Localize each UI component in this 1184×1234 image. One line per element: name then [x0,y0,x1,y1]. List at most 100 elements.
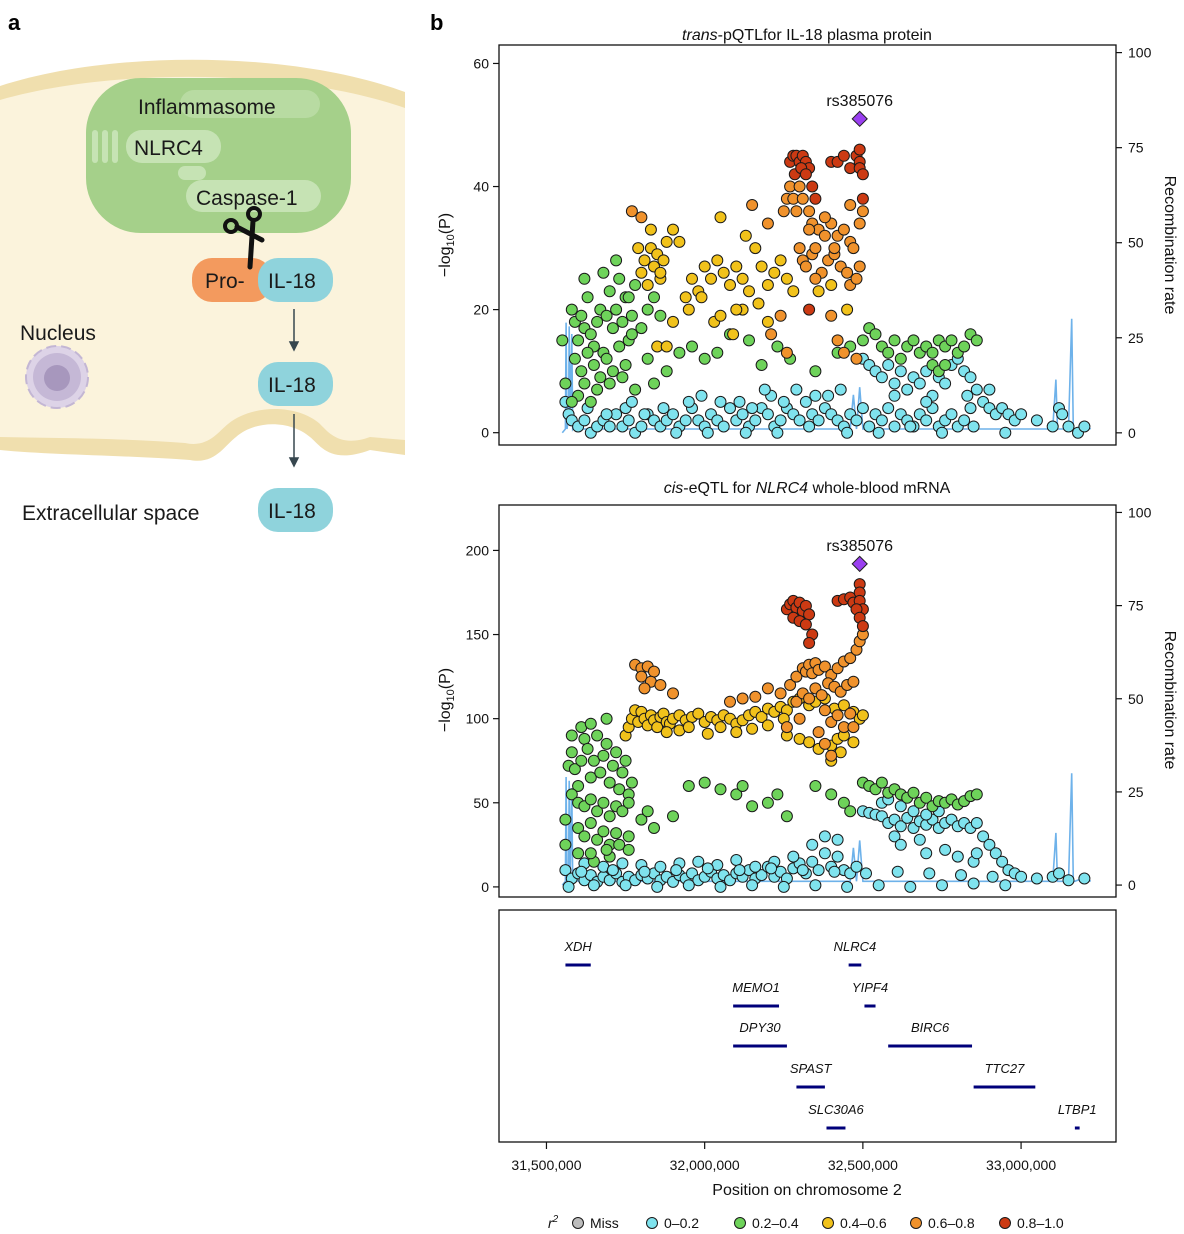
data-point [825,309,838,322]
data-point [796,864,809,877]
data-point [809,272,822,285]
data-point [856,709,869,722]
data-point [1030,414,1043,427]
data-point [733,395,746,408]
data-point [701,727,714,740]
data-point [572,847,585,860]
data-point [591,315,604,328]
data-point [603,377,616,390]
data-point [970,334,983,347]
data-point [837,223,850,236]
panel-a-letter: a [8,10,21,35]
data-point [597,266,610,279]
data-point [600,309,613,322]
gene-label: LTBP1 [1058,1102,1097,1117]
data-point [768,266,781,279]
data-point [625,309,638,322]
data-point [752,297,765,310]
data-point [803,637,816,649]
data-point [967,420,980,433]
top-lead-snp-marker [851,110,868,128]
top-y-axis: 0 20 40 60 [473,55,499,441]
y2-tick-label: 75 [1128,598,1144,614]
data-point [600,737,613,750]
nlrc4-domain [126,130,221,163]
data-point [629,383,642,396]
data-point [989,847,1002,860]
data-point [743,285,755,298]
data-point [907,786,920,799]
data-point [847,242,860,255]
il18-bound-label: IL-18 [268,270,316,293]
data-point [856,205,869,218]
data-point [739,229,752,242]
data-point [625,328,638,341]
legend-marker [999,1217,1011,1229]
data-point [875,776,888,789]
data-point [825,279,838,291]
data-point [616,857,629,870]
data-point [667,223,679,236]
legend: r2 Miss 0–0.2 0.2–0.4 0.4–0.6 0.6–0.8 0.8–1.0 [548,1214,1064,1231]
data-point [771,788,784,801]
data-point [597,825,610,838]
legend-marker [910,1217,922,1229]
data-point [841,303,854,316]
data-point [654,679,667,691]
data-point [803,223,816,236]
data-point [780,810,793,823]
data-point [936,426,948,439]
data-point [894,352,907,365]
data-point [803,303,816,316]
data-point [575,365,588,378]
data-point [888,377,901,390]
data-point [850,414,863,427]
data-point [761,408,774,421]
data-point [711,346,724,359]
data-point [584,328,597,341]
data-point [606,864,619,877]
data-point [638,408,651,421]
data-point [635,813,648,826]
data-point [575,865,588,878]
gene-track: XDH NLRC4 MEMO1 YIPF4 DPY30 BIRC6 SPAST TTC27 SL… [563,939,1097,1130]
data-point [724,402,736,415]
data-point [850,860,863,873]
data-point [578,830,591,843]
data-point [837,346,850,359]
gene-label: SLC30A6 [808,1102,864,1117]
data-point [999,879,1012,892]
data-point [939,359,952,371]
data-point [856,192,869,205]
data-point [986,870,999,883]
bottom-chart-title: cis-eQTL for NLRC4 whole-blood mRNA [664,480,951,497]
data-point [638,682,651,695]
data-point [749,242,762,255]
data-point [695,291,708,304]
data-point [610,254,623,267]
data-point [936,879,948,892]
data-point [777,205,790,218]
data-point [888,830,901,843]
legend-marker [646,1217,658,1229]
data-point [945,334,958,347]
data-point [945,408,958,421]
data-point [761,279,774,291]
data-point [572,780,585,792]
data-point [761,796,774,809]
data-point [746,800,759,813]
y2-tick-label: 25 [1128,784,1144,800]
data-point [584,817,597,829]
data-point [888,420,901,433]
data-point [812,414,825,427]
data-point [856,334,869,347]
data-point [983,838,996,851]
data-point [856,168,869,181]
data-point [600,408,613,421]
data-point [606,365,619,378]
gene-label: DPY30 [739,1020,781,1035]
data-point [904,880,917,893]
y2-tick-label: 25 [1128,330,1144,346]
data-point [872,879,885,892]
data-point [613,340,626,353]
